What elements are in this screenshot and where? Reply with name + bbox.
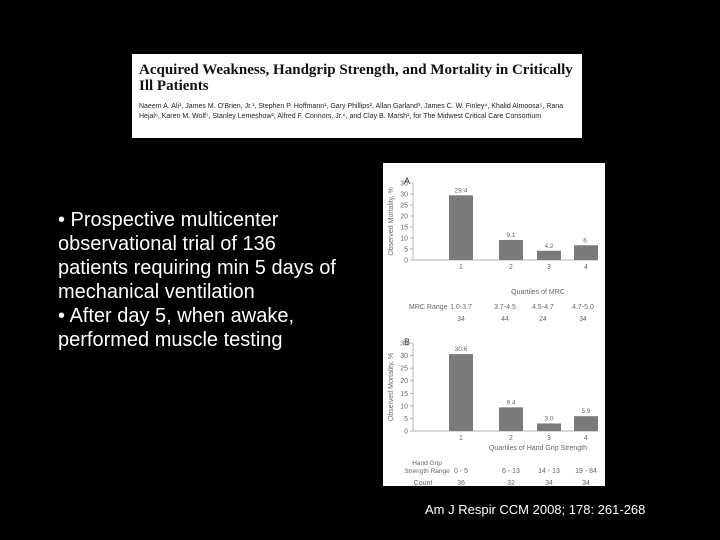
article-title: Acquired Weakness, Handgrip Strength, an… — [139, 62, 573, 94]
table-cell: 19 - 84 — [575, 468, 597, 475]
bar — [537, 423, 561, 431]
bar — [574, 245, 598, 260]
panel-letter: A — [404, 176, 410, 186]
table-cell: 34 — [457, 316, 465, 323]
x-tick-label: 4 — [584, 435, 588, 442]
table-cell: 34 — [545, 480, 553, 486]
y-tick-label: 15 — [400, 391, 408, 398]
y-tick-label: 35 — [400, 341, 408, 348]
table-cell: 0 - 5 — [454, 468, 468, 475]
mortality-figure: A 0 5 10 15 20 25 30 35 Observed Mortality, % 29.4… — [383, 163, 605, 486]
bullet-list: • Prospective multicenter observational … — [58, 208, 348, 352]
y-axis-label: Observed Mortality, % — [388, 353, 395, 421]
table-row-label: Strength Range — [404, 468, 450, 475]
y-axis-label: Observed Mortality, % — [388, 187, 395, 255]
bar — [449, 195, 473, 260]
y-tick-label: 10 — [400, 236, 408, 243]
bar — [499, 239, 523, 260]
x-axis-label: Quartiles of MRC — [511, 289, 565, 296]
bullet-item: • After day 5, when awake, performed mus… — [58, 305, 295, 351]
y-tick-label: 20 — [400, 378, 408, 385]
y-tick-label: 5 — [404, 416, 408, 423]
bar-data-label: 9.4 — [506, 399, 515, 406]
panel-letter: B — [404, 337, 410, 347]
y-tick-label: 0 — [404, 429, 408, 436]
table-cell: 4.7-5.0 — [572, 304, 594, 311]
y-tick-label: 35 — [400, 181, 408, 188]
y-tick-label: 20 — [400, 214, 408, 221]
bar-data-label: 4.2 — [544, 243, 553, 250]
x-tick-label: 1 — [459, 435, 463, 442]
y-tick-label: 15 — [400, 225, 408, 232]
table-cell: 36 — [457, 480, 465, 486]
table-cell: 24 — [539, 316, 547, 323]
citation-text: Am J Respir CCM 2008; 178: 261-268 — [425, 502, 646, 517]
table-cell: 32 — [507, 480, 515, 486]
article-authors: Naeem A. Ali¹, James M. O'Brien, Jr.¹, S… — [139, 103, 564, 120]
bar — [574, 416, 598, 431]
y-tick-label: 30 — [400, 192, 408, 199]
table-cell: 34 — [579, 316, 587, 323]
bar-data-label: 30.6 — [455, 346, 468, 353]
table-cell: 3.7-4.5 — [494, 304, 516, 311]
table-row-label: Hand Grip — [412, 460, 442, 467]
x-tick-label: 2 — [509, 264, 513, 271]
table-cell: 14 - 13 — [538, 468, 560, 475]
x-tick-label: 3 — [547, 435, 551, 442]
table-cell: 34 — [582, 480, 590, 486]
table-cell: 6 - 13 — [502, 468, 520, 475]
y-tick-label: 25 — [400, 366, 408, 373]
table-cell: 44 — [501, 316, 509, 323]
x-axis-label: Quartiles of Hand Grip Strength — [489, 445, 587, 452]
table-cell: 1.0-3.7 — [450, 304, 472, 311]
article-header-image: Acquired Weakness, Handgrip Strength, an… — [132, 54, 582, 138]
table-cell: 4.5-4.7 — [532, 304, 554, 311]
x-tick-label: 2 — [509, 435, 513, 442]
x-tick-label: 4 — [584, 264, 588, 271]
table-row-label: Count — [414, 480, 433, 486]
y-tick-label: 0 — [404, 258, 408, 265]
bar-data-label: 5.9 — [581, 408, 590, 415]
bar-data-label: 3.0 — [544, 415, 553, 422]
table-row-label: MRC Range — [409, 304, 448, 311]
y-tick-label: 10 — [400, 403, 408, 410]
bar — [449, 354, 473, 431]
bar — [499, 407, 523, 431]
bar-data-label: 6. — [583, 237, 589, 244]
x-tick-label: 1 — [459, 264, 463, 271]
y-tick-label: 5 — [404, 247, 408, 254]
x-tick-label: 3 — [547, 264, 551, 271]
bar-data-label: 9.1 — [506, 232, 515, 239]
y-tick-label: 30 — [400, 353, 408, 360]
y-tick-label: 25 — [400, 203, 408, 210]
bar-data-label: 29.4 — [455, 187, 468, 194]
bullet-item: • Prospective multicenter observational … — [58, 209, 336, 303]
bar — [537, 250, 561, 260]
